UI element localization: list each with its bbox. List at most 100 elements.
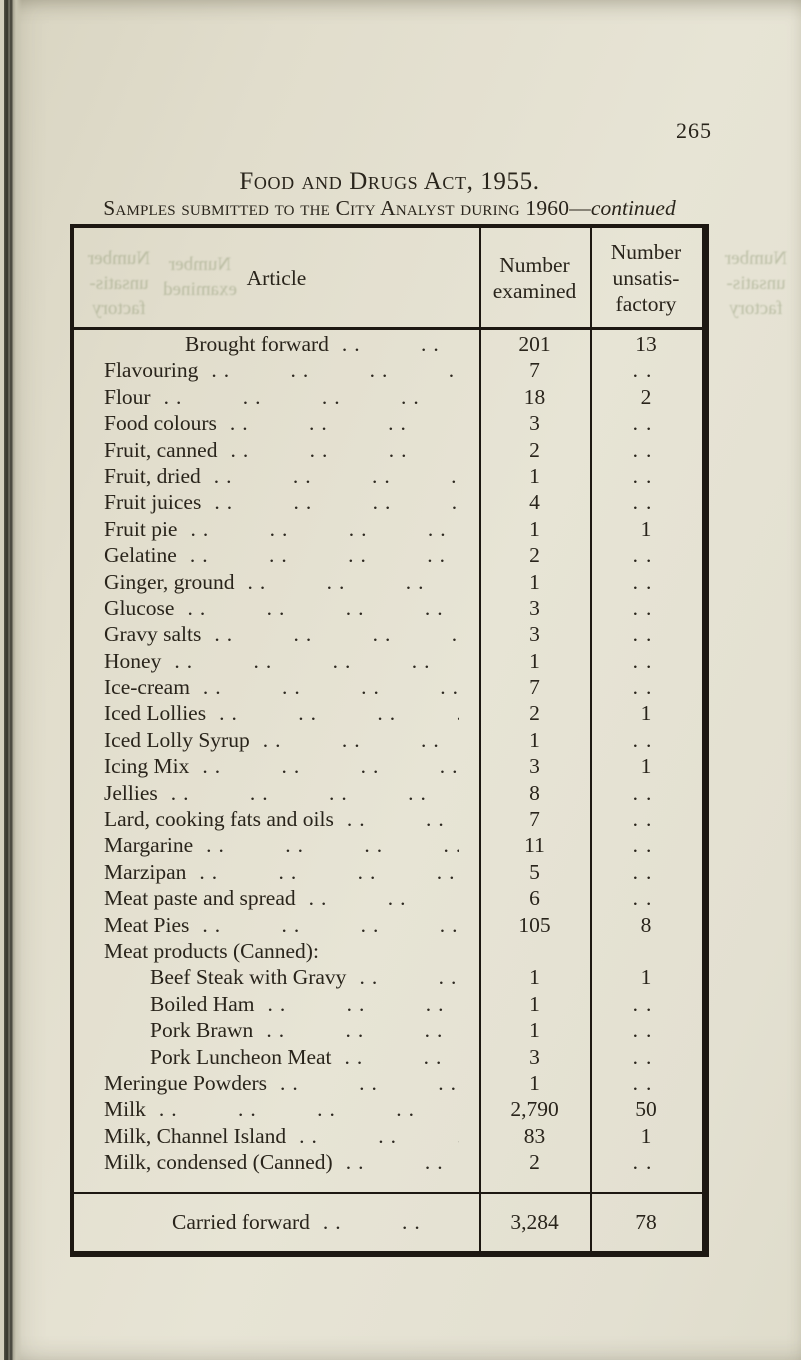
table-row: Marzipan .. .. .. .. .. .. .. .. .. .. 5.. bbox=[74, 859, 702, 885]
examined-cell: 83 bbox=[523, 1123, 546, 1148]
table-row: Meringue Powders.. .. .. .. .. .. .. .. … bbox=[74, 1070, 702, 1096]
table-row: Milk .. .. .. .. .. .. .. .. .. .. 2,790 50 bbox=[74, 1096, 702, 1122]
dot-leader: .. .. .. .. .. .. .. .. .. .. bbox=[202, 675, 459, 700]
article-label: Brought forward bbox=[185, 332, 329, 356]
dot-leader: .. .. .. .. .. .. .. .. .. .. bbox=[280, 1070, 459, 1095]
article-cell: Brought forward .. .. .. .. .. .. .. .. .… bbox=[74, 331, 479, 357]
examined-cell: 2,790 bbox=[510, 1097, 559, 1122]
table-row: Milk, Channel Island .. .. .. .. .. .. ..… bbox=[74, 1123, 702, 1149]
carried-forward-row: Carried forward .. .. .. .. .. .. .. .. … bbox=[74, 1192, 702, 1251]
page-number: 265 bbox=[676, 118, 712, 143]
unsatisfactory-cell: .. bbox=[632, 411, 660, 436]
article-cell: Lard, cooking fats and oils .. .. .. .. .… bbox=[74, 806, 479, 832]
article-label: Gravy salts bbox=[104, 622, 202, 647]
table-row: Margarine .. .. .. .. .. .. .. .. .. .. 11… bbox=[74, 832, 702, 858]
document-subtitle: Samples submitted to the City Analyst du… bbox=[70, 196, 709, 221]
column-header-number-examined: Number examined bbox=[492, 252, 577, 303]
examined-cell: 105 bbox=[518, 912, 551, 937]
table-row: Ginger, ground.. .. .. .. .. .. .. .. ..… bbox=[74, 569, 702, 595]
unsatisfactory-cell: .. bbox=[632, 437, 660, 462]
examined-cell bbox=[479, 938, 590, 964]
article-label: Pork Luncheon Meat bbox=[150, 1044, 332, 1069]
examined-cell: 1 bbox=[529, 569, 540, 594]
examined-cell: 1 bbox=[529, 727, 540, 752]
unsatisfactory-cell: .. bbox=[632, 675, 660, 700]
table-row: Iced Lollies .. .. .. .. .. .. .. .. .. .… bbox=[74, 700, 702, 726]
examined-cell: 2 bbox=[529, 437, 540, 462]
article-cell: Meat Pies .. .. .. .. .. .. .. .. .. .. bbox=[74, 912, 479, 938]
table-row: Fruit, dried.. .. .. .. .. .. .. .. .. .… bbox=[74, 463, 702, 489]
table-row: Pork Brawn .. .. .. .. .. .. .. .. .. .. 1… bbox=[74, 1017, 702, 1043]
table-row: Food colours.. .. .. .. .. .. .. .. .. .… bbox=[74, 410, 702, 436]
examined-cell: 1 bbox=[529, 991, 540, 1016]
article-label: Flavouring bbox=[104, 358, 199, 383]
examined-cell: 201 bbox=[518, 332, 551, 356]
article-cell: Jellies .. .. .. .. .. .. .. .. .. .. bbox=[74, 780, 479, 806]
dot-leader: .. .. .. .. .. .. .. .. .. .. bbox=[202, 912, 459, 937]
examined-cell: 7 bbox=[529, 807, 540, 832]
dot-leader: .. .. .. .. .. .. .. .. .. .. bbox=[190, 516, 459, 541]
column-header-article: Article bbox=[246, 265, 307, 290]
dot-leader: .. .. .. .. .. .. .. .. .. .. bbox=[174, 648, 459, 673]
dot-leader: .. .. .. .. .. .. .. .. .. .. bbox=[267, 991, 460, 1016]
article-cell: Milk, Channel Island .. .. .. .. .. .. ..… bbox=[74, 1123, 479, 1149]
dot-leader: .. .. .. .. .. .. .. .. .. .. bbox=[262, 727, 459, 752]
unsatisfactory-cell bbox=[590, 938, 702, 964]
table-row: Gelatine .. .. .. .. .. .. .. .. .. .. 2.. bbox=[74, 542, 702, 568]
table-row: Fruit, canned.. .. .. .. .. .. .. .. .. … bbox=[74, 437, 702, 463]
examined-cell: 8 bbox=[529, 780, 540, 805]
examined-cell: 2 bbox=[529, 543, 540, 568]
table-row: Flour .. .. .. .. .. .. .. .. .. .. 18 2 bbox=[74, 384, 702, 410]
samples-table: Article Number examined Number unsatis- … bbox=[70, 224, 709, 1257]
examined-cell: 4 bbox=[529, 490, 540, 515]
article-cell: Margarine .. .. .. .. .. .. .. .. .. .. bbox=[74, 832, 479, 858]
subtitle-main: Samples submitted to the City Analyst du… bbox=[103, 196, 591, 220]
article-label: Lard, cooking fats and oils bbox=[104, 807, 334, 832]
unsatisfactory-cell: 13 bbox=[635, 332, 657, 356]
unsatisfactory-cell: 50 bbox=[635, 1097, 657, 1122]
table-row: Flavouring .. .. .. .. .. .. .. .. .. .. 7… bbox=[74, 357, 702, 383]
article-cell: Flavouring .. .. .. .. .. .. .. .. .. .. bbox=[74, 357, 479, 383]
article-label: Carried forward bbox=[172, 1210, 310, 1234]
table-row: Beef Steak with Gravy .. .. .. .. .. .. .… bbox=[74, 964, 702, 990]
table-row: Boiled Ham .. .. .. .. .. .. .. .. .. .. 1… bbox=[74, 991, 702, 1017]
examined-cell: 7 bbox=[529, 358, 540, 383]
examined-cell: 3 bbox=[529, 754, 540, 779]
dot-leader: .. .. .. .. .. .. .. .. .. .. bbox=[230, 437, 459, 462]
column-header-number-unsatisfactory: Number unsatis- factory bbox=[610, 239, 682, 316]
unsatisfactory-cell: 1 bbox=[640, 754, 652, 779]
article-label: Glucose bbox=[104, 595, 175, 620]
examined-cell: 1 bbox=[529, 1070, 540, 1095]
article-cell: Glucose .. .. .. .. .. .. .. .. .. .. bbox=[74, 595, 479, 621]
dot-leader: .. .. .. .. .. .. .. .. .. .. bbox=[344, 1044, 459, 1069]
unsatisfactory-cell: .. bbox=[632, 543, 660, 568]
column-divider bbox=[479, 228, 481, 1251]
examined-cell: 1 bbox=[529, 516, 540, 541]
article-cell: Icing Mix .. .. .. .. .. .. .. .. .. .. bbox=[74, 753, 479, 779]
table-row: Jellies .. .. .. .. .. .. .. .. .. .. 8.. bbox=[74, 780, 702, 806]
article-label: Boiled Ham bbox=[150, 991, 255, 1016]
article-cell: Pork Brawn .. .. .. .. .. .. .. .. .. .. bbox=[74, 1017, 479, 1043]
article-label: Milk, Channel Island bbox=[104, 1123, 287, 1148]
article-cell: Pork Luncheon Meat .. .. .. .. .. .. .. .… bbox=[74, 1044, 479, 1070]
examined-cell: 3 bbox=[529, 595, 540, 620]
table-row: Fruit juices.. .. .. .. .. .. .. .. .. .… bbox=[74, 489, 702, 515]
unsatisfactory-cell: .. bbox=[632, 991, 660, 1016]
unsatisfactory-cell: 2 bbox=[640, 384, 652, 409]
unsatisfactory-cell: .. bbox=[632, 358, 660, 383]
dot-leader: .. .. .. .. .. .. .. .. .. .. bbox=[211, 358, 459, 383]
article-label: Gelatine bbox=[104, 543, 177, 568]
examined-cell: 3,284 bbox=[510, 1210, 559, 1235]
unsatisfactory-cell: 1 bbox=[640, 1123, 652, 1148]
dot-leader: .. .. .. .. .. .. .. .. .. .. bbox=[299, 1123, 459, 1148]
dot-leader: .. .. .. .. .. .. .. .. .. .. bbox=[206, 833, 459, 858]
article-cell: Meat paste and spread .. .. .. .. .. .. .… bbox=[74, 885, 479, 911]
article-cell: Milk, condensed (Canned) .. .. .. .. .. .… bbox=[74, 1149, 479, 1175]
dot-leader: .. .. .. .. .. .. .. .. .. .. bbox=[359, 965, 459, 990]
unsatisfactory-cell: 1 bbox=[640, 965, 652, 990]
examined-cell: 11 bbox=[524, 833, 545, 858]
article-label: Margarine bbox=[104, 833, 194, 858]
article-cell: Food colours .. .. .. .. .. .. .. .. .. .… bbox=[74, 410, 479, 436]
table-row: Meat Pies .. .. .. .. .. .. .. .. .. .. 10… bbox=[74, 912, 702, 938]
article-label: Flour bbox=[104, 384, 151, 409]
